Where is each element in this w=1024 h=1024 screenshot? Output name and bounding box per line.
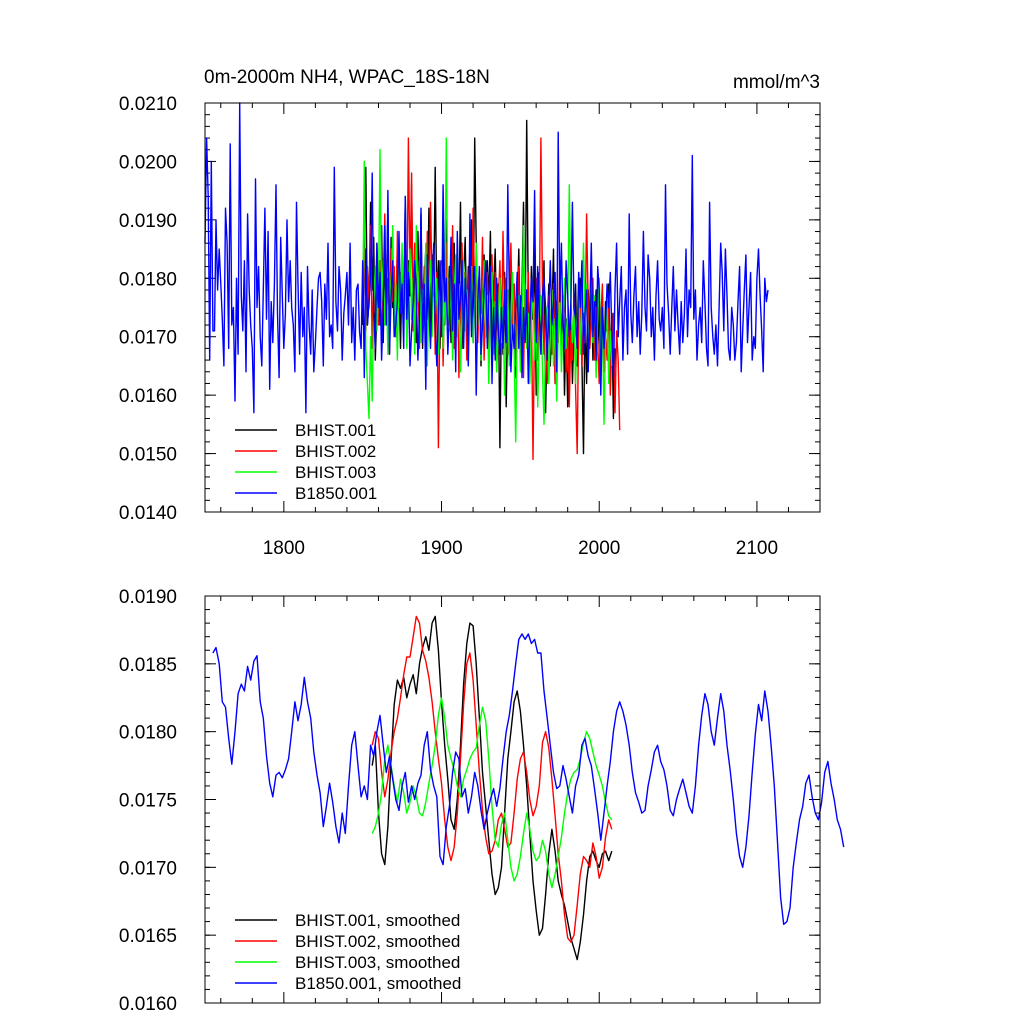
- legend-label: BHIST.001, smoothed: [295, 911, 460, 930]
- y-tick-label: 0.0180: [119, 723, 177, 744]
- x-tick-label: 1900: [420, 538, 462, 559]
- y-tick-label: 0.0160: [119, 994, 177, 1015]
- series-line-bhist-001: [371, 615, 613, 961]
- top-legend: BHIST.001 BHIST.002 BHIST.003 B1850.001: [235, 421, 377, 503]
- y-tick-label: 0.0180: [119, 269, 177, 290]
- series-line-bhist-002: [371, 615, 613, 943]
- top-panel: 0m-2000m NH4, WPAC_18S-18N mmol/m^3 0.01…: [119, 67, 821, 559]
- bottom-series-lines: [212, 615, 845, 961]
- y-tick-label: 0.0165: [119, 926, 177, 947]
- y-tick-label: 0.0160: [119, 386, 177, 407]
- series-line-b1850-001: [212, 633, 845, 925]
- x-tick-label: 2000: [578, 538, 620, 559]
- x-tick-label: 2100: [736, 538, 778, 559]
- x-tick-label: 1800: [263, 538, 305, 559]
- legend-label: BHIST.003: [295, 463, 376, 482]
- y-tick-label: 0.0170: [119, 858, 177, 879]
- legend-label: BHIST.003, smoothed: [295, 953, 460, 972]
- series-line-b1850-001: [204, 102, 769, 414]
- y-tick-label: 0.0210: [119, 94, 177, 115]
- top-x-tick-labels: 1800 1900 2000 2100: [263, 538, 778, 559]
- bottom-panel: 0.0160 0.0165 0.0170 0.0175 0.0180 0.0185 0.01…: [119, 587, 845, 1015]
- bottom-legend: BHIST.001, smoothed BHIST.002, smoothed BH…: [235, 911, 461, 993]
- y-tick-label: 0.0185: [119, 655, 177, 676]
- y-tick-label: 0.0140: [119, 503, 177, 524]
- y-tick-label: 0.0150: [119, 445, 177, 466]
- units-label: mmol/m^3: [733, 72, 820, 93]
- y-tick-label: 0.0190: [119, 587, 177, 608]
- bottom-plot-frame: [204, 595, 821, 1004]
- top-series-lines: [204, 102, 769, 461]
- chart-title: 0m-2000m NH4, WPAC_18S-18N: [204, 67, 490, 88]
- legend-label: B1850.001, smoothed: [295, 974, 461, 993]
- top-y-tick-labels: 0.0140 0.0150 0.0160 0.0170 0.0180 0.0190 0.02…: [119, 94, 177, 524]
- y-tick-label: 0.0200: [119, 152, 177, 173]
- legend-label: BHIST.002, smoothed: [295, 932, 460, 951]
- y-tick-label: 0.0190: [119, 211, 177, 232]
- y-tick-label: 0.0175: [119, 791, 177, 812]
- legend-label: BHIST.001: [295, 421, 376, 440]
- bottom-y-tick-labels: 0.0160 0.0165 0.0170 0.0175 0.0180 0.0185 0.01…: [119, 587, 177, 1015]
- y-tick-label: 0.0170: [119, 328, 177, 349]
- legend-label: B1850.001: [295, 484, 377, 503]
- legend-label: BHIST.002: [295, 442, 376, 461]
- top-plot-frame: [204, 102, 821, 513]
